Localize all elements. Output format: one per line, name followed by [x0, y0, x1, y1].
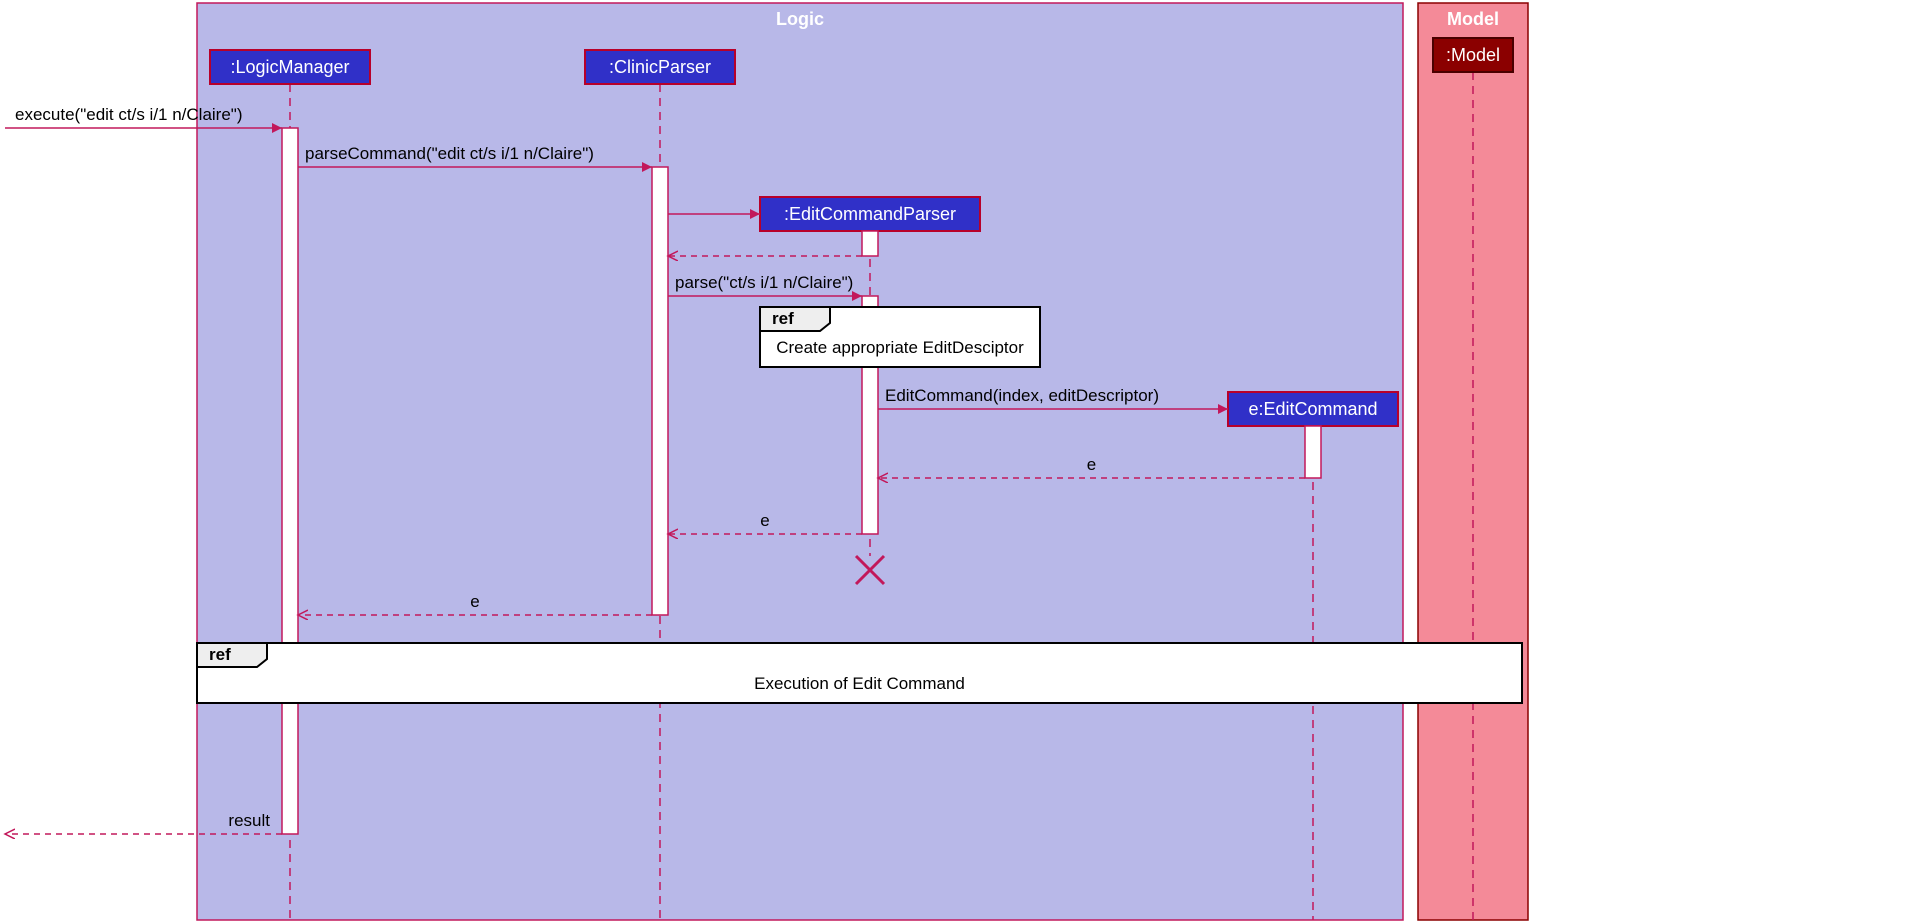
parse-command-arrow-label: parseCommand("edit ct/s i/1 n/Claire") — [305, 144, 594, 163]
edit-command-parser-lifeline-label: :EditCommandParser — [784, 204, 956, 224]
model-frame-title: Model — [1447, 9, 1499, 29]
sequence-diagram: Logic Model :LogicManager :ClinicParser :Edi… — [0, 0, 1928, 923]
ref-execution-tab — [197, 643, 267, 667]
ref-create-descriptor-tab — [760, 307, 830, 331]
ref-create-descriptor-text: Create appropriate EditDesciptor — [776, 338, 1024, 357]
edit-command-lifeline-label: e:EditCommand — [1248, 399, 1377, 419]
logic-frame-title: Logic — [776, 9, 824, 29]
parse-arrow-label: parse("ct/s i/1 n/Claire") — [675, 273, 853, 292]
clinic-parser-lifeline-label: :ClinicParser — [609, 57, 711, 77]
return-e-2-label: e — [760, 511, 769, 530]
result-arrow-label: result — [228, 811, 270, 830]
execute-arrow-label: execute("edit ct/s i/1 n/Claire") — [15, 105, 243, 124]
logic-manager-activation — [282, 128, 298, 834]
clinic-parser-activation — [652, 167, 668, 615]
return-e-1-label: e — [1087, 455, 1096, 474]
ref-execution-tab-label: ref — [209, 645, 231, 664]
edit-command-activation — [1305, 426, 1321, 478]
ref-execution-text: Execution of Edit Command — [754, 674, 965, 693]
logic-frame — [197, 3, 1403, 920]
logic-manager-lifeline-label: :LogicManager — [230, 57, 349, 77]
edit-command-parser-activation-1 — [862, 231, 878, 256]
ref-create-descriptor-tab-label: ref — [772, 309, 794, 328]
return-e-3-label: e — [470, 592, 479, 611]
edit-command-ctor-arrow-label: EditCommand(index, editDescriptor) — [885, 386, 1159, 405]
ref-execution — [197, 643, 1522, 703]
model-lifeline-label: :Model — [1446, 45, 1500, 65]
model-frame — [1418, 3, 1528, 920]
